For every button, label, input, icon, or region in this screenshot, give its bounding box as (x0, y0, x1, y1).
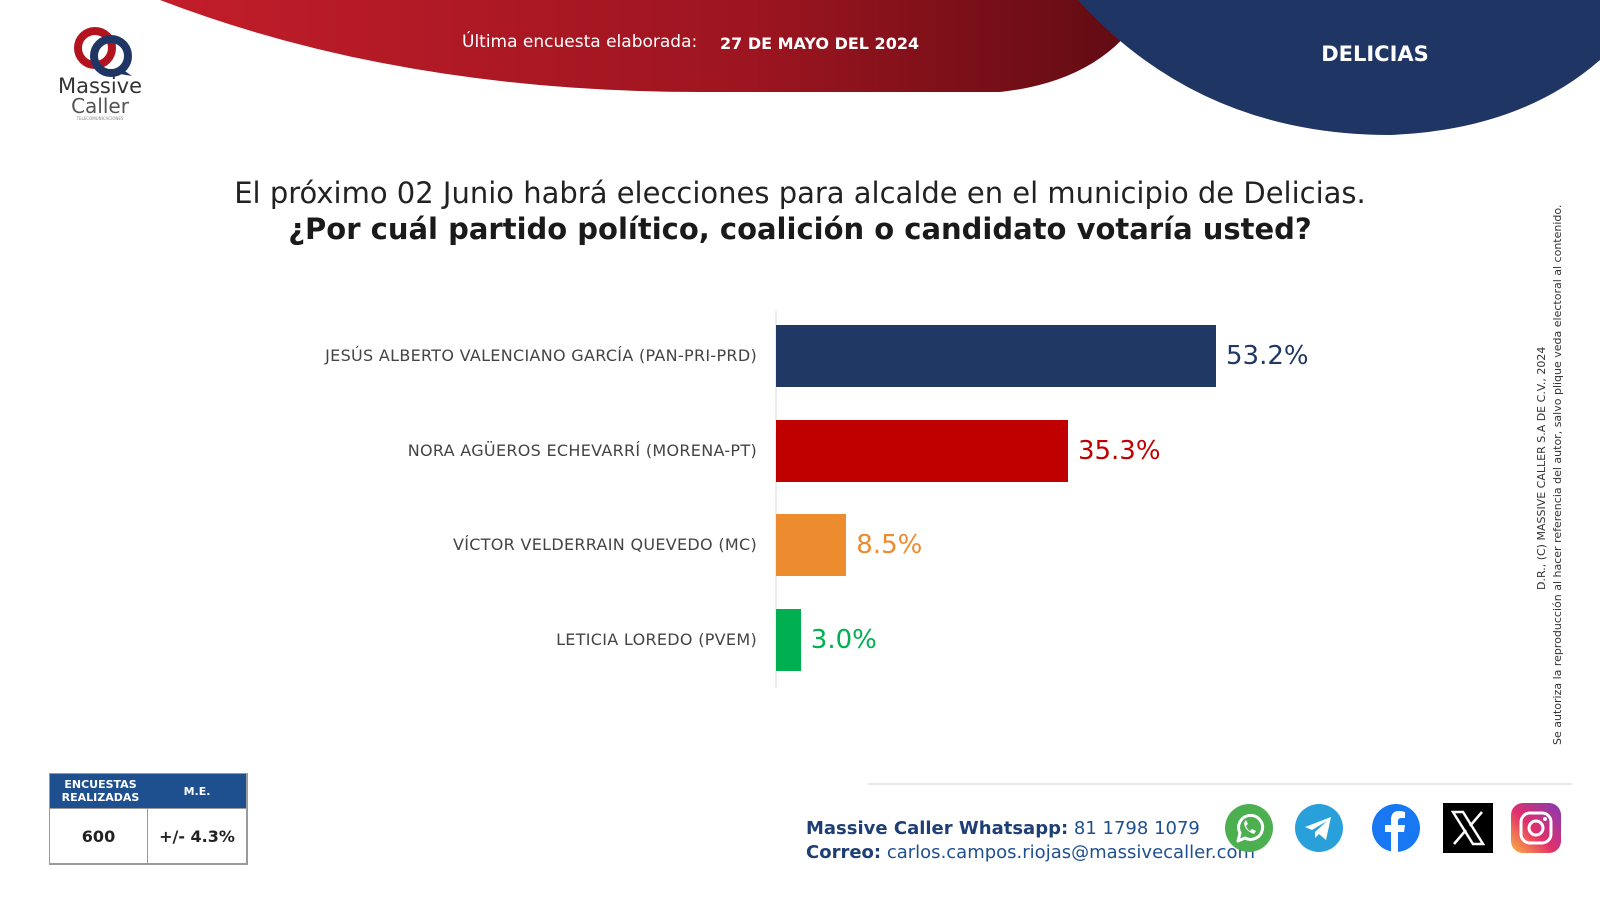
whatsapp-contact: Massive Caller Whatsapp: 81 1798 1079 (806, 818, 1200, 839)
whatsapp-label: Massive Caller Whatsapp: (806, 818, 1069, 839)
value-label-2: 35.3% (1077, 436, 1161, 466)
brand-logo (40, 14, 160, 124)
header-red-arc (160, 0, 1150, 92)
whatsapp-icon[interactable] (1224, 803, 1274, 853)
survey-date: 27 DE MAYO DEL 2024 (720, 34, 920, 53)
copyright-line2: Se autoriza la reproducción al hacer ref… (1551, 204, 1564, 745)
question-intro: El próximo 02 Junio habrá elecciones par… (234, 176, 1366, 210)
me-header: M.E. (148, 774, 246, 808)
candidate-label-4: LETICIA LOREDO (PVEM) (556, 630, 757, 649)
copyright-line1: D.R., (C) MASSIVE CALLER S.A DE C.V., 20… (1535, 346, 1548, 590)
brand-name-line1: Massive (57, 74, 143, 98)
x-twitter-icon[interactable] (1443, 803, 1493, 853)
facebook-icon[interactable] (1371, 803, 1421, 853)
survey-date-label: Última encuesta elaborada: (462, 32, 698, 52)
header-navy-arc (1078, 0, 1600, 135)
surveys-header: ENCUESTAS REALIZADAS (50, 774, 151, 808)
whatsapp-number: 81 1798 1079 (1073, 818, 1200, 839)
brand-name-line2: Caller (71, 94, 129, 118)
candidate-label-1: JESÚS ALBERTO VALENCIANO GARCÍA (PAN-PRI… (325, 346, 757, 365)
brand-tagline: TELECOMUNICACIONES (76, 116, 124, 121)
surveys-value: 600 (50, 809, 147, 863)
value-label-3: 8.5% (856, 530, 923, 560)
logo-icon (74, 27, 132, 77)
instagram-icon[interactable] (1511, 803, 1561, 853)
question-main: ¿Por cuál partido político, coalición o … (288, 212, 1312, 246)
value-label-1: 53.2% (1226, 341, 1309, 371)
municipality-name: DELICIAS (1321, 42, 1429, 66)
email-label: Correo: (806, 842, 882, 863)
bar-4 (776, 609, 801, 671)
email-address[interactable]: carlos.campos.riojas@massivecaller.com (886, 842, 1256, 863)
email-contact: Correo: carlos.campos.riojas@massivecall… (806, 842, 1255, 863)
bar-1 (776, 325, 1216, 387)
value-label-4: 3.0% (810, 625, 877, 655)
candidate-label-2: NORA AGÜEROS ECHEVARRÍ (MORENA-PT) (407, 441, 757, 460)
bar-2 (776, 420, 1068, 482)
bar-3 (776, 514, 847, 576)
candidate-label-3: VÍCTOR VELDERRAIN QUEVEDO (MC) (452, 535, 757, 554)
me-value: +/- 4.3% (148, 809, 246, 863)
telegram-icon[interactable] (1294, 803, 1344, 853)
